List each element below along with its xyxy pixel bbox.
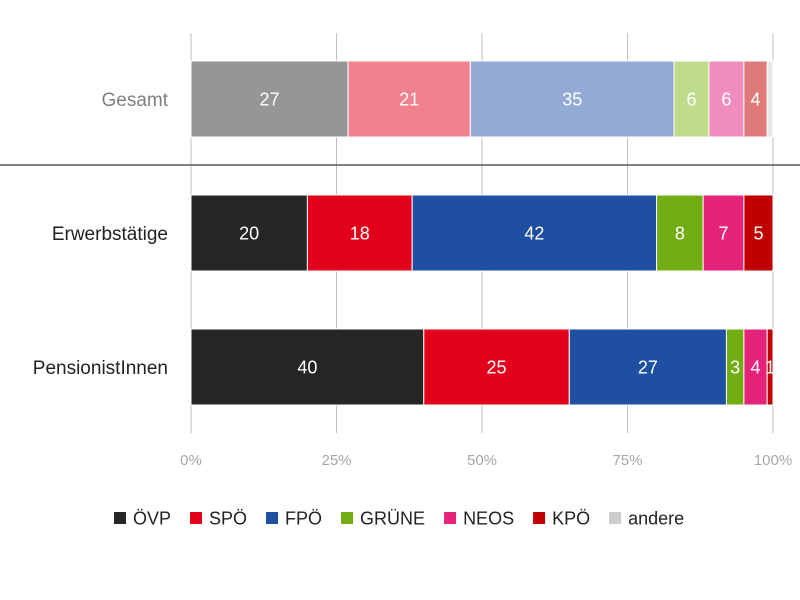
bar-gesamt-andere (766, 60, 774, 138)
category-labels: Gesamt Erwerbstätige PensionistInnen (33, 90, 169, 379)
bar-gesamt-ovp (190, 60, 349, 138)
x-axis-tick-labels: 0% 25% 50% 75% 100% (180, 452, 792, 469)
bar-erwerbstatige-spo (306, 194, 413, 272)
data-label: 35 (562, 90, 582, 110)
data-label: 7 (719, 224, 729, 244)
data-label: 20 (239, 224, 259, 244)
bar-group: 27 21 35 6 6 420 18 42 8 7 540 25 27 3 4 1 (190, 60, 775, 406)
bar-gesamt-spo (347, 60, 471, 138)
bar-pensionistinnen-spo (423, 328, 570, 406)
legend-swatch-spo (190, 512, 203, 524)
legend-swatch-ovp (114, 512, 126, 524)
category-label-gesamt: Gesamt (101, 90, 168, 111)
legend-label-grune: GRÜNE (360, 509, 425, 529)
legend-label-neos: NEOS (463, 509, 514, 529)
x-tick-label: 100% (754, 452, 792, 469)
legend-label-fpo: FPÖ (285, 509, 322, 529)
data-label: 21 (399, 90, 419, 110)
data-label: 27 (260, 90, 280, 110)
legend-label-ovp: ÖVP (133, 509, 171, 529)
bar-pensionistinnen-ovp (190, 328, 425, 406)
category-label-pensionistinnen: PensionistInnen (33, 358, 168, 379)
x-tick-label: 75% (612, 452, 642, 469)
data-label: 25 (487, 358, 507, 378)
bar-erwerbstatige-ovp (190, 194, 308, 272)
x-tick-label: 0% (180, 452, 202, 469)
data-label: 27 (638, 358, 658, 378)
bar-erwerbstatige-kpo (743, 194, 774, 272)
data-label: 4 (751, 358, 761, 378)
x-tick-label: 50% (467, 452, 497, 469)
legend-swatch-andere (609, 512, 622, 524)
data-label: 18 (350, 224, 370, 244)
data-label: 5 (753, 224, 763, 244)
legend-label-kpo: KPÖ (552, 509, 590, 529)
bar-erwerbstatige-fpo (411, 194, 658, 272)
data-label: 42 (524, 224, 544, 244)
category-label-erwerbstatige: Erwerbstätige (52, 224, 168, 245)
bar-erwerbstatige-grune (656, 194, 704, 272)
x-tick-label: 25% (321, 452, 351, 469)
data-label: 40 (297, 358, 317, 378)
bar-pensionistinnen-kpo (766, 328, 774, 406)
legend-swatch-grune (341, 512, 354, 524)
bar-pensionistinnen-fpo (568, 328, 727, 406)
data-label: 4 (751, 90, 761, 110)
legend-label-andere: andere (628, 509, 684, 529)
data-label: 1 (765, 358, 775, 378)
legend-swatch-neos (444, 512, 457, 524)
data-label: 6 (721, 90, 731, 110)
data-label: 8 (675, 224, 685, 244)
bar-gesamt-fpo (469, 60, 675, 138)
legend-swatch-fpo (266, 512, 279, 524)
data-label: 3 (730, 358, 740, 378)
legend-label-spo: SPÖ (209, 509, 247, 529)
legend: ÖVP SPÖ FPÖ GRÜNE NEOS KPÖ andere (114, 509, 684, 529)
bar-gesamt-neos (708, 60, 745, 138)
legend-swatch-kpo (533, 512, 546, 524)
data-label: 6 (687, 90, 697, 110)
